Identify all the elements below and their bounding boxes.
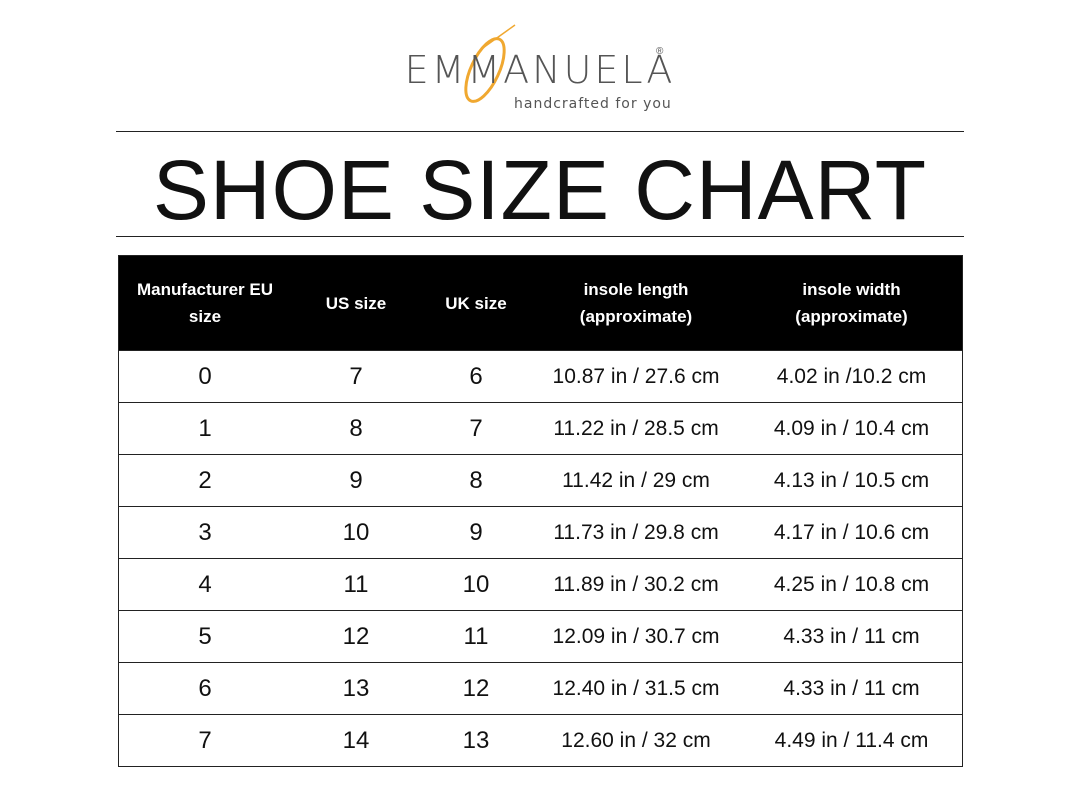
table-row: 1 8 7 11.22 in / 28.5 cm 4.09 in / 10.4 cm — [119, 402, 962, 454]
table-cell: 4 — [198, 570, 212, 598]
size-table: Manufacturer EU size US size UK size insole… — [118, 255, 963, 767]
table-row: 7 14 13 12.60 in / 32 cm 4.49 in / 11.4 cm — [119, 714, 962, 766]
column-header: UK size — [445, 293, 507, 313]
brand: EMMANUELA — [404, 48, 676, 92]
table-cell: 11 — [463, 622, 489, 650]
table-cell: 4.09 in / 10.4 cm — [773, 416, 930, 440]
table-cell: 13 — [462, 726, 490, 754]
table-cell: 10 — [462, 570, 490, 598]
table-cell: 8 — [349, 414, 363, 442]
table-cell: 9 — [469, 518, 483, 546]
table-cell: 12 — [462, 674, 490, 702]
table-cell: 3 — [198, 518, 212, 546]
table-cell: 2 — [198, 466, 212, 494]
table-cell: 13 — [342, 674, 370, 702]
table-row: 3 10 9 11.73 in / 29.8 cm 4.17 in / 10.6 cm — [119, 506, 962, 558]
table-cell: 11 — [343, 570, 369, 598]
table-cell: 14 — [342, 726, 370, 754]
table-cell: 12.60 in / 32 cm — [561, 728, 711, 752]
table-cell: 4.33 in / 11 cm — [783, 676, 920, 700]
table-cell: 9 — [349, 466, 363, 494]
tagline: handcrafted for you — [514, 96, 672, 112]
table-cell: 4.33 in / 11 cm — [783, 624, 920, 648]
column-header: insole width (approximate) — [795, 280, 908, 326]
table-cell: 7 — [349, 362, 363, 390]
table-cell: 4.49 in / 11.4 cm — [774, 728, 929, 752]
table-cell: 10 — [342, 518, 370, 546]
table-cell: 10.87 in / 27.6 cm — [552, 364, 720, 388]
registered-mark: ® — [656, 46, 664, 57]
column-header: US size — [325, 293, 387, 313]
table-cell: 4.25 in / 10.8 cm — [773, 572, 930, 596]
table-cell: 12 — [342, 622, 370, 650]
table-cell: 11.73 in / 29.8 cm — [553, 520, 719, 544]
table-row: 5 12 11 12.09 in / 30.7 cm 4.33 in / 11 cm — [119, 610, 962, 662]
table-cell: 6 — [469, 362, 483, 390]
rule — [116, 236, 964, 237]
table-cell: 1 — [198, 414, 212, 442]
table-cell: 4.02 in /10.2 cm — [776, 364, 927, 388]
table-cell: 7 — [469, 414, 483, 442]
table-cell: 11.22 in / 28.5 cm — [553, 416, 719, 440]
table-row: 4 11 10 11.89 in / 30.2 cm 4.25 in / 10.8 cm — [119, 558, 962, 610]
table-cell: 11.42 in / 29 cm — [562, 468, 710, 492]
table-cell: 6 — [198, 674, 212, 702]
table-row: 6 13 12 12.40 in / 31.5 cm 4.33 in / 11 cm — [119, 662, 962, 714]
table-cell: 12.40 in / 31.5 cm — [552, 676, 720, 700]
table-row: 0 7 6 10.87 in / 27.6 cm 4.02 in /10.2 cm — [119, 350, 962, 402]
column-header: Manufacturer EU size — [136, 280, 274, 326]
table-cell: 11.89 in / 30.2 cm — [553, 572, 719, 596]
table-cell: 5 — [198, 622, 212, 650]
column-header: insole length (approximate) — [579, 280, 693, 326]
table-cell: 12.09 in / 30.7 cm — [552, 624, 720, 648]
header-row: Manufacturer EU size US size UK size insole… — [119, 256, 962, 350]
table-cell: 0 — [198, 362, 212, 390]
table-cell: 4.13 in / 10.5 cm — [773, 468, 930, 492]
title: SHOE SIZE CHART — [152, 143, 928, 237]
table-cell: 7 — [198, 726, 212, 754]
logo-swoosh — [464, 24, 516, 103]
table-cell: 8 — [469, 466, 483, 494]
rule — [116, 131, 964, 132]
table-cell: 4.17 in / 10.6 cm — [773, 520, 930, 544]
table-row: 2 9 8 11.42 in / 29 cm 4.13 in / 10.5 cm — [119, 454, 962, 506]
